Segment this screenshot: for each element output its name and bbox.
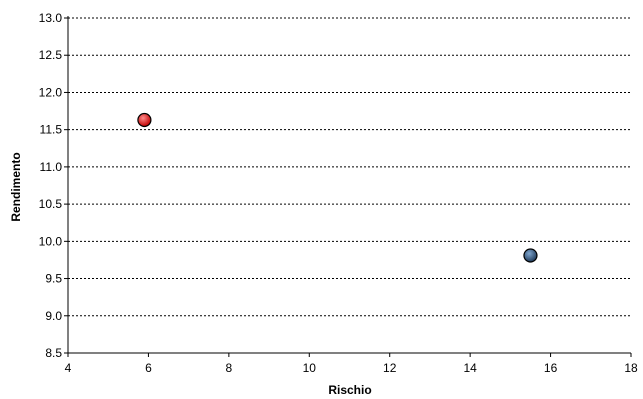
y-tick-label: 11.5 [40, 123, 63, 137]
x-tick-label: 6 [145, 361, 152, 375]
x-tick-label: 14 [463, 361, 477, 375]
x-tick-label: 4 [65, 361, 72, 375]
data-point[interactable] [523, 248, 538, 263]
x-tick-label: 16 [544, 361, 558, 375]
data-point[interactable] [137, 112, 152, 128]
y-tick-label: 8.5 [45, 346, 62, 360]
x-tick-label: 8 [226, 361, 233, 375]
data-points [137, 112, 538, 263]
x-tick-label: 18 [624, 361, 638, 375]
y-tick-label: 9.0 [45, 309, 62, 323]
tick-labels: 8.5 9.0 9.5 10.0 10.5 11.0 11.5 12.0 12.5 13.0 4 6 8… [39, 11, 638, 375]
grid-lines [68, 17, 631, 317]
y-tick-label: 13.0 [39, 11, 63, 25]
y-tick-label: 12.5 [39, 48, 63, 62]
y-tick-label: 11.0 [40, 160, 63, 174]
x-tick-label: 12 [383, 361, 397, 375]
y-tick-label: 12.0 [39, 85, 63, 99]
y-tick-label: 9.5 [45, 272, 62, 286]
axes [64, 16, 632, 357]
y-axis-title: Rendimento [9, 152, 23, 221]
x-axis-title: Rischio [328, 383, 371, 397]
y-tick-label: 10.5 [39, 197, 63, 211]
y-tick-label: 10.0 [39, 234, 63, 248]
x-tick-label: 10 [303, 361, 317, 375]
